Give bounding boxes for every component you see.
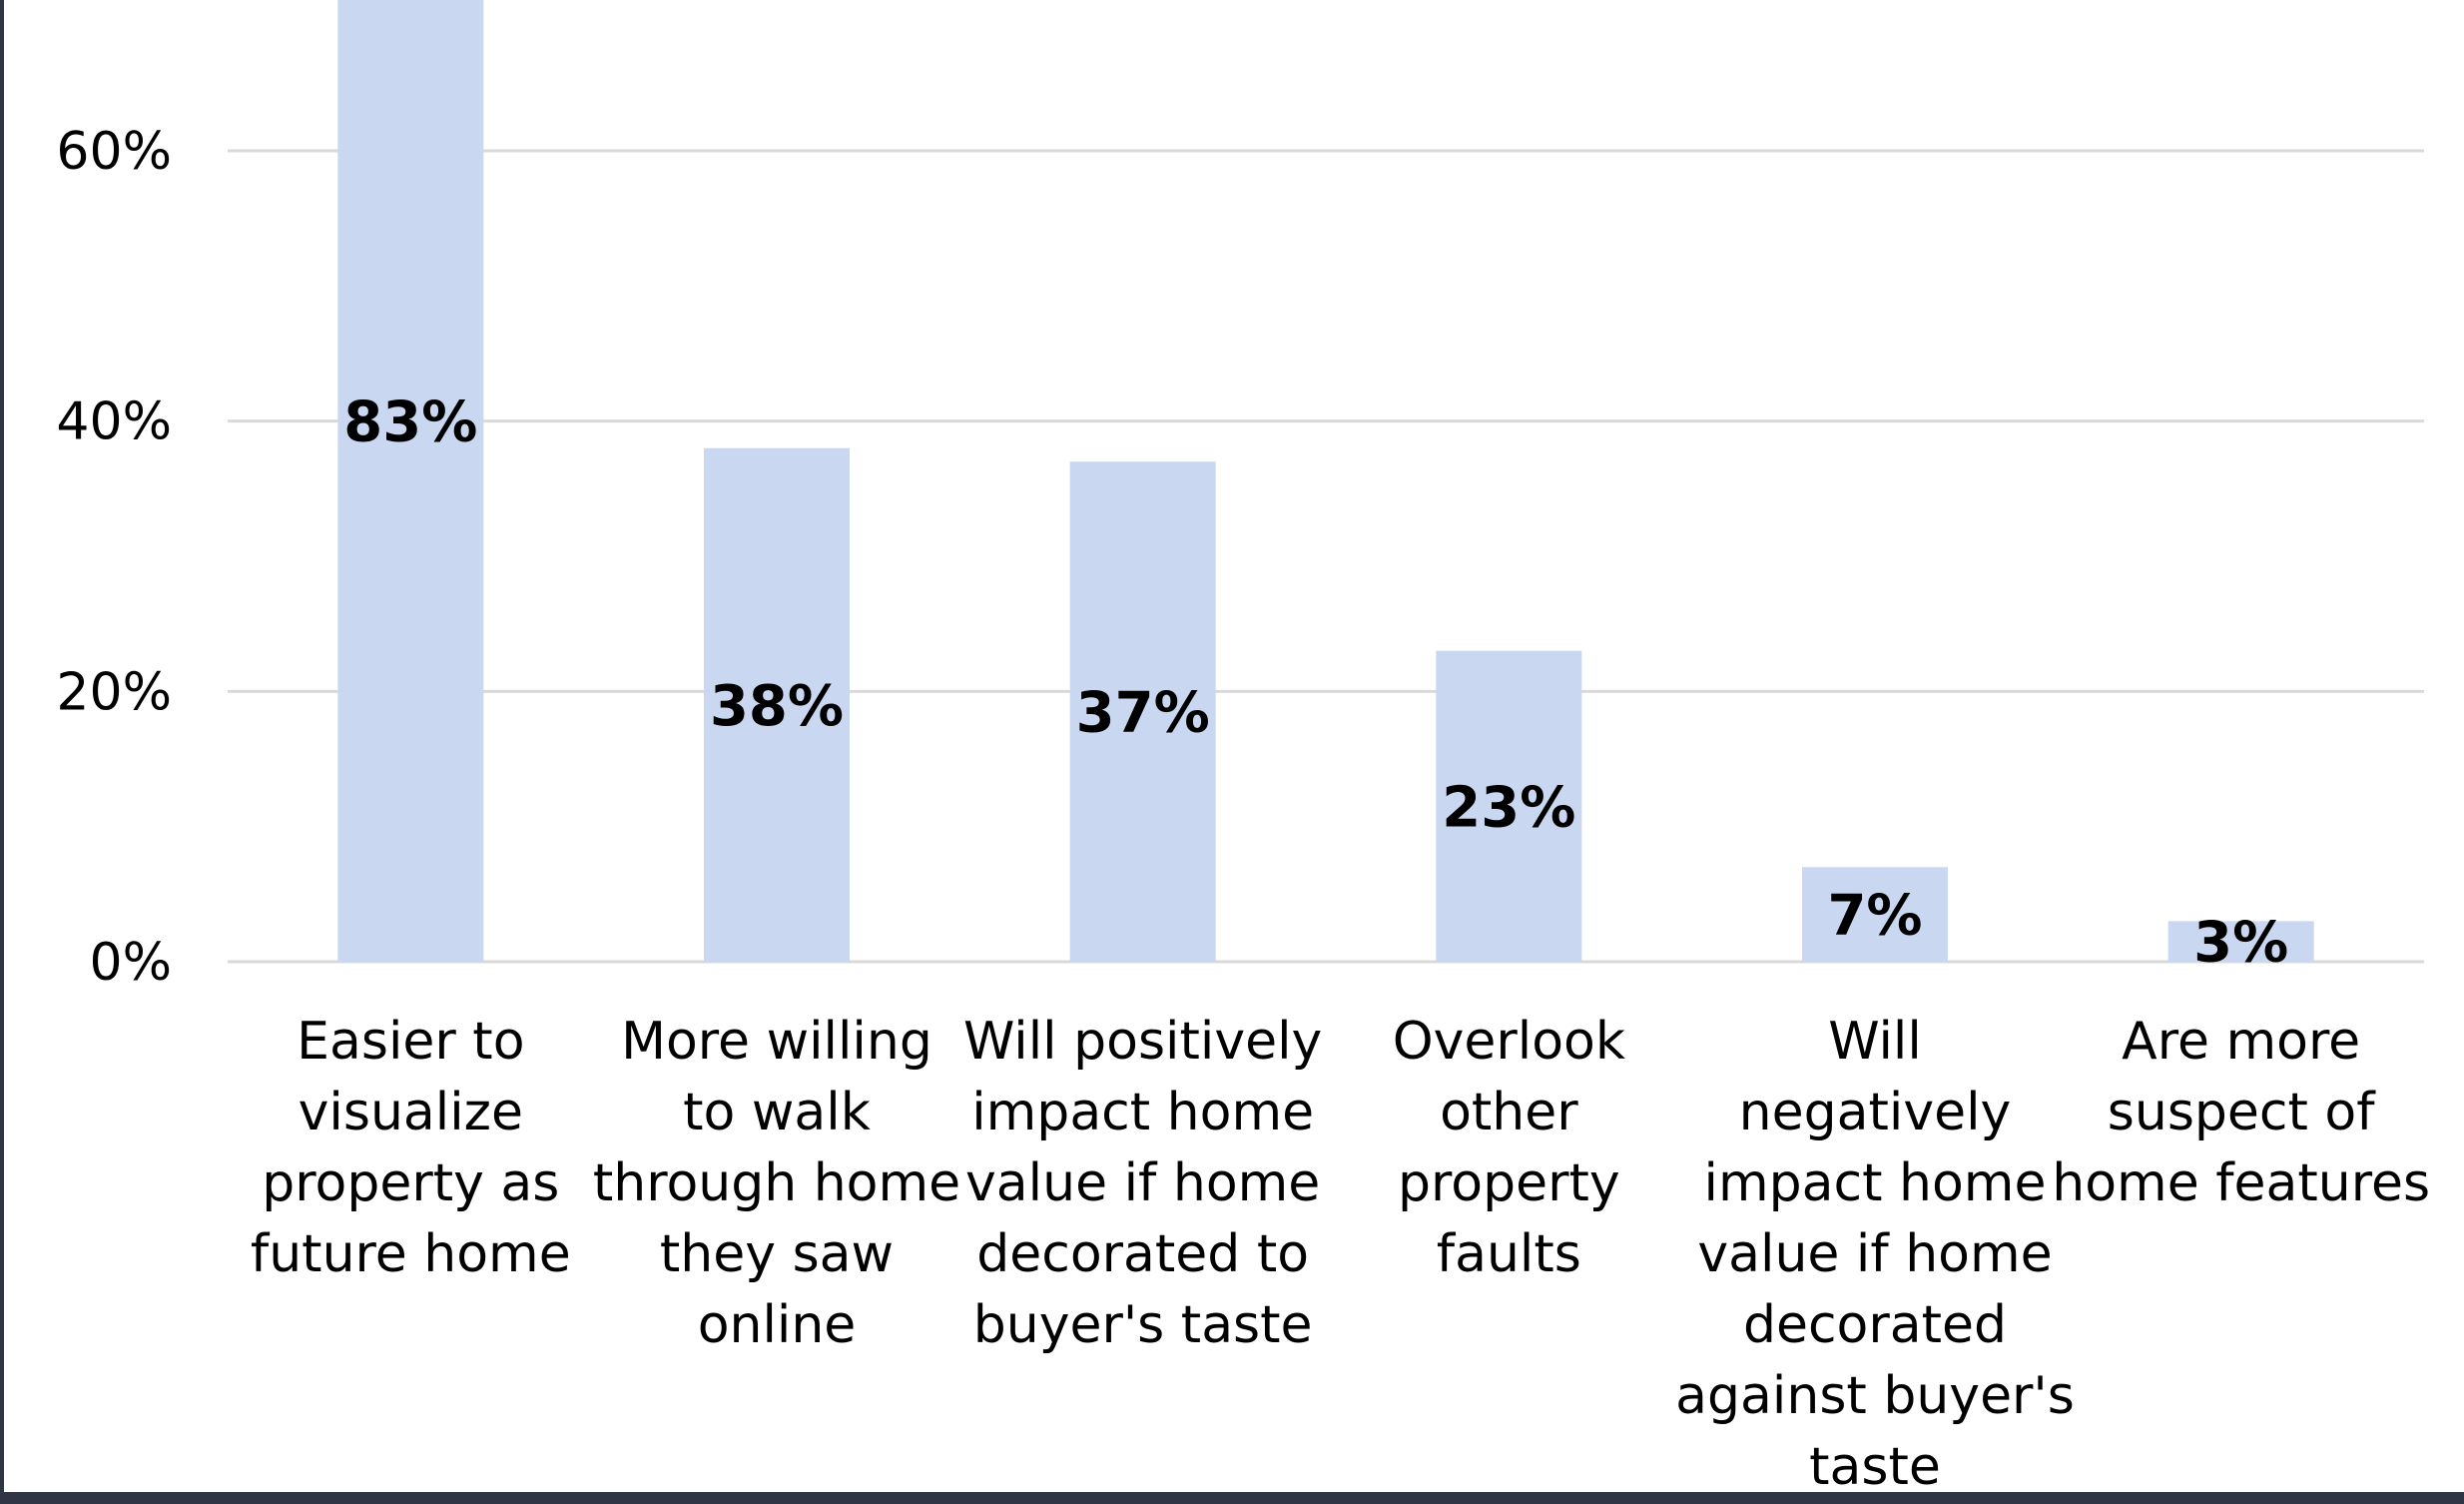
x-tick-label-line: future home: [251, 1224, 571, 1284]
data-label: 3%: [2193, 911, 2288, 976]
x-tick-label: More willing to walk through home they saw o…: [593, 1012, 960, 1355]
x-axis: Easier to visualize property as future home…: [251, 1012, 2430, 1497]
x-tick-label: Easier to visualize property as future home: [251, 1012, 571, 1284]
x-tick-label: Are more suspect of home features: [2052, 1012, 2430, 1213]
window-bottom-bar: [0, 1492, 2464, 1504]
data-label: 83%: [343, 390, 477, 455]
x-tick-label-line: decorated: [1743, 1295, 2007, 1355]
x-tick-label-line: suspect of: [2108, 1083, 2376, 1142]
x-tick-label-line: online: [698, 1295, 857, 1355]
data-label: 38%: [710, 674, 844, 739]
bar: [704, 447, 850, 962]
x-tick-label: Overlook other property faults: [1393, 1012, 1625, 1284]
window-left-edge: [0, 0, 4, 1504]
x-tick-label-line: impact home: [971, 1083, 1314, 1142]
y-axis: 0% 20% 40% 60%: [56, 122, 172, 993]
x-tick-label-line: property as: [262, 1153, 559, 1213]
x-tick-label-line: value if home: [1697, 1224, 2052, 1284]
bar: [1802, 867, 1948, 962]
y-tick-label: 0%: [90, 933, 173, 993]
data-label: 7%: [1827, 884, 1922, 949]
x-tick-label-line: home features: [2052, 1153, 2430, 1213]
data-label: 37%: [1076, 681, 1210, 746]
bar: [2167, 921, 2314, 962]
x-tick-label-line: Easier to: [297, 1012, 524, 1072]
y-tick-label: 40%: [56, 392, 172, 452]
x-tick-label-line: against buyer's: [1675, 1366, 2075, 1426]
data-label: 23%: [1442, 775, 1575, 840]
x-tick-label-line: visualize: [299, 1083, 523, 1142]
y-tick-label: 20%: [56, 662, 172, 722]
gridlines: [228, 149, 2424, 964]
x-tick-label-line: Will: [1828, 1012, 1922, 1072]
x-tick-label-line: faults: [1437, 1224, 1581, 1284]
x-tick-label-line: Overlook: [1393, 1012, 1625, 1072]
bar: [1436, 650, 1582, 962]
data-labels: 83% 38% 37% 23% 7% 3%: [343, 390, 2288, 976]
x-tick-label-line: Will positively: [963, 1012, 1322, 1072]
bar: [337, 0, 484, 962]
x-tick-label-line: through home: [593, 1153, 960, 1213]
x-tick-label-line: other: [1440, 1083, 1578, 1142]
x-tick-label-line: impact home: [1704, 1153, 2047, 1213]
x-tick-label-line: property: [1398, 1153, 1620, 1213]
x-tick-label: Will positively impact home value if home d…: [963, 1012, 1322, 1355]
bar: [1069, 461, 1216, 962]
x-tick-label: Will negatively impact home value if home de…: [1675, 1012, 2075, 1497]
bars: [337, 0, 2314, 962]
x-tick-label-line: More willing: [621, 1012, 932, 1072]
y-tick-label: 60%: [56, 122, 172, 182]
x-tick-label-line: to walk: [683, 1083, 871, 1142]
x-tick-label-line: value if home: [965, 1153, 1320, 1213]
x-tick-label-line: decorated to: [976, 1224, 1309, 1284]
x-tick-label-line: buyer's taste: [973, 1295, 1313, 1355]
x-tick-label-line: negatively: [1739, 1083, 2012, 1142]
x-tick-label-line: they saw: [660, 1224, 894, 1284]
x-tick-label-line: Are more: [2122, 1012, 2360, 1072]
x-tick-label-line: taste: [1809, 1437, 1941, 1497]
